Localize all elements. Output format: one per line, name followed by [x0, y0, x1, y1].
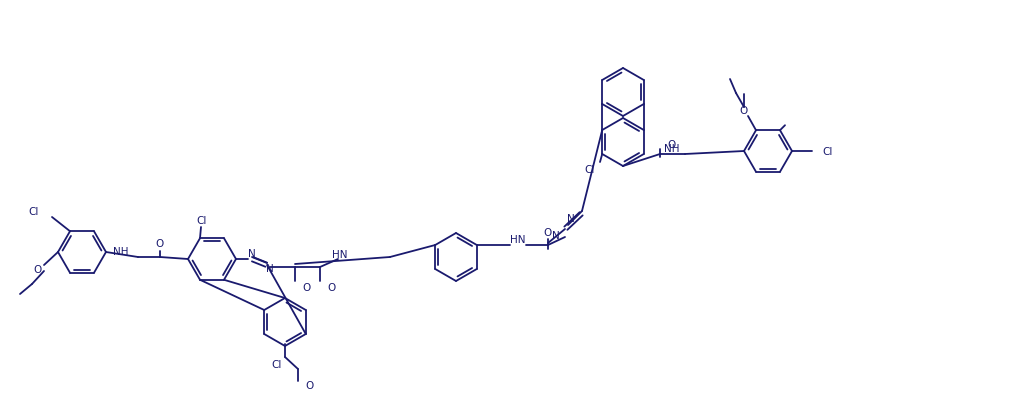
Text: O: O — [155, 238, 164, 248]
Text: O: O — [301, 282, 311, 292]
Text: Cl: Cl — [197, 216, 207, 225]
Text: N: N — [553, 230, 560, 240]
Text: HN: HN — [332, 249, 348, 259]
Text: N: N — [567, 213, 575, 223]
Text: Cl: Cl — [272, 359, 282, 369]
Text: N: N — [248, 248, 256, 258]
Text: O: O — [740, 106, 748, 116]
Text: O: O — [667, 139, 675, 150]
Text: NH: NH — [113, 246, 129, 256]
Text: O: O — [34, 264, 42, 274]
Text: O: O — [327, 282, 335, 292]
Text: N: N — [267, 263, 274, 273]
Text: Cl: Cl — [822, 147, 832, 157]
Text: Cl: Cl — [29, 207, 39, 216]
Text: O: O — [305, 380, 313, 390]
Text: NH: NH — [665, 144, 680, 154]
Text: Cl: Cl — [584, 164, 595, 175]
Text: HN: HN — [510, 234, 526, 245]
Text: O: O — [544, 227, 553, 237]
